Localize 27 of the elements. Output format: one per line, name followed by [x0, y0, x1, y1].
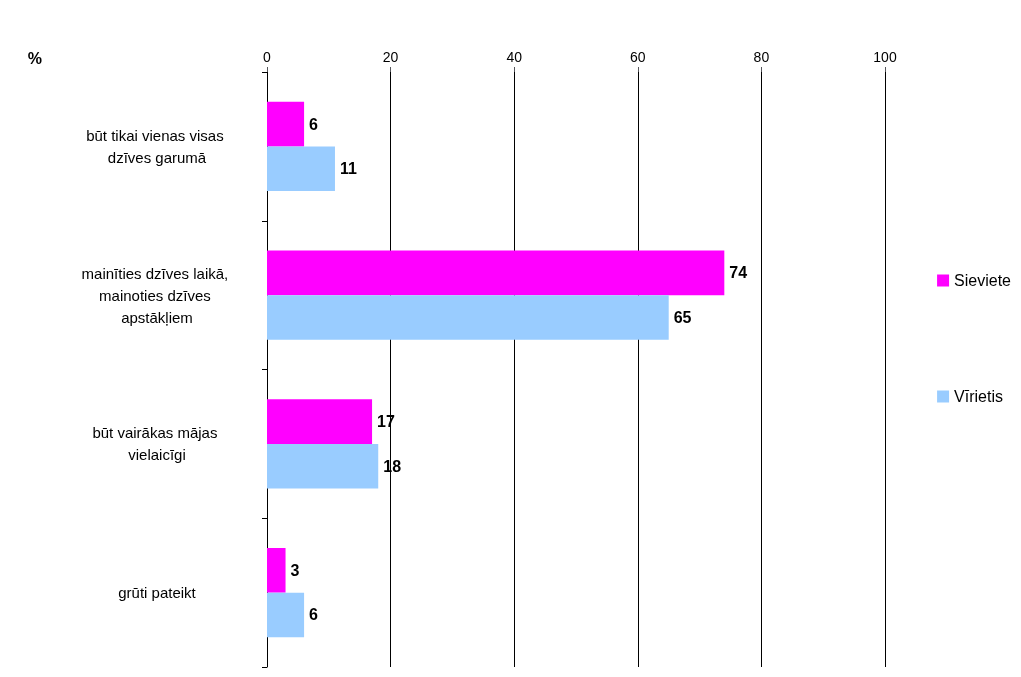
x-tick-label: 0: [263, 49, 272, 65]
data-label: 65: [673, 308, 692, 326]
y-tick-label: būt vairākas mājas vielaicīgi: [92, 424, 222, 464]
x-tick-label: 80: [753, 49, 770, 65]
bar: [267, 592, 305, 638]
legend-label: Sieviete: [954, 272, 1012, 289]
data-label: 74: [729, 264, 748, 282]
x-tick-label: 100: [873, 49, 897, 65]
bar: [267, 548, 286, 593]
bar: [267, 146, 335, 191]
bar: [267, 295, 669, 340]
data-label: 3: [290, 561, 300, 579]
y-tick-label: mainīties dzīves laikā, mainoties dzīves apstākļiem: [81, 264, 233, 326]
x-tick-label: 20: [382, 49, 399, 65]
y-tick-label: būt tikai vienas visas dzīves garumā: [86, 126, 228, 166]
data-label: 6: [309, 115, 319, 133]
x-tick-label: 60: [630, 49, 646, 65]
bar: [267, 101, 305, 147]
y-tick-label: grūti pateikt: [118, 584, 197, 602]
bar: [267, 443, 379, 489]
x-tick-label: 40: [506, 49, 523, 65]
data-label: 6: [309, 606, 319, 624]
bar: [267, 250, 725, 296]
y-axis-title: %: [27, 49, 42, 67]
legend-label: Vīrietis: [954, 388, 1003, 405]
data-label: 11: [339, 160, 357, 178]
bar: [267, 399, 373, 444]
